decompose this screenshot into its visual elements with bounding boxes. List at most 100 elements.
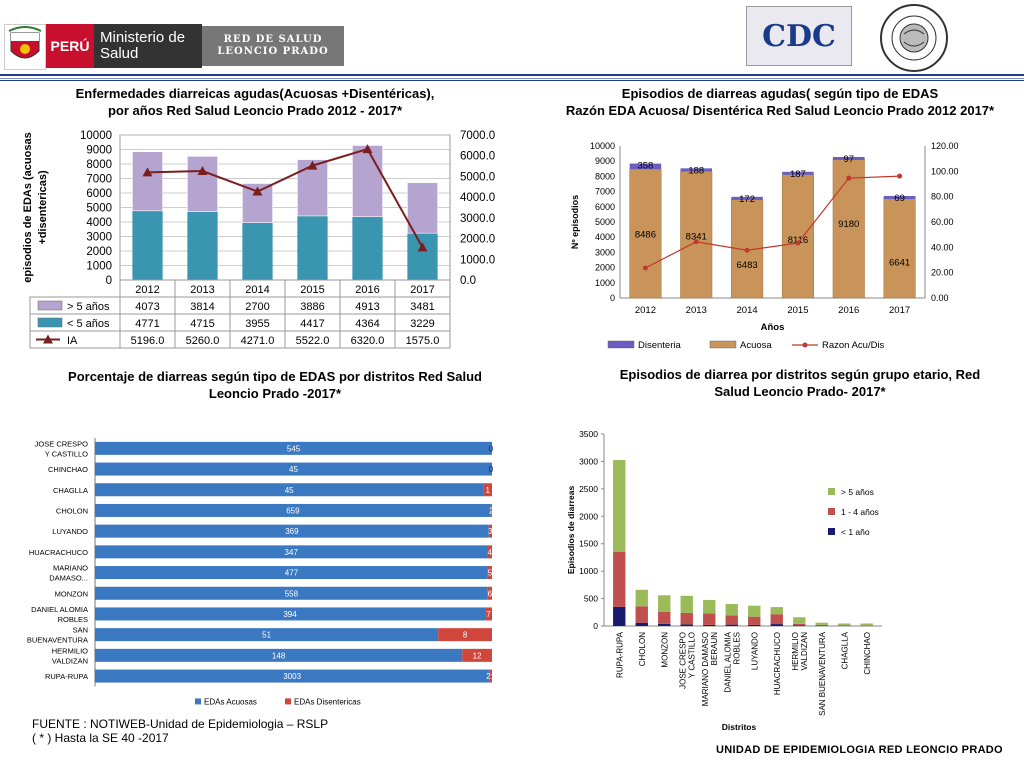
chart1-bar-over5: [407, 182, 438, 234]
chart2-legend-swatch: [607, 340, 635, 349]
chart4-category-label: ROBLES: [732, 632, 741, 664]
source-line2: ( * ) Hasta la SE 40 -2017: [32, 731, 169, 745]
chart4-bar-2: [658, 595, 671, 612]
unit-label: UNIDAD DE EPIDEMIOLOGIA RED LEONCIO PRAD…: [716, 744, 1003, 756]
chart2-ratio-line: [645, 175, 900, 269]
network-label-line1: RED DE SALUD: [223, 34, 323, 45]
chart4-legend-swatch: [828, 488, 835, 495]
cdc-logo: CDC: [746, 6, 852, 66]
chart1-y-tick: 4000: [86, 217, 112, 229]
chart2-y-tick: 9000: [595, 156, 615, 166]
network-label: RED DE SALUD LEONCIO PRADO: [202, 26, 344, 66]
chart1-title: Enfermedades diarreicas agudas(Acuosas +…: [40, 85, 470, 119]
chart1-y2-tick: 6000.0: [460, 151, 495, 163]
chart1-bar-over5: [187, 156, 218, 212]
chart4-category-label: RUPA-RUPA: [615, 631, 624, 678]
chart1-bar-under5: [132, 210, 163, 280]
chart2-y-tick: 6000: [595, 202, 615, 212]
chart4-category-label: JOSE CRESPO: [678, 632, 687, 689]
chart2-bar-acuosa: [680, 170, 713, 299]
chart1-ia-marker: [252, 186, 263, 196]
chart1-table-value: 5522.0: [296, 335, 330, 347]
chart4-category-label: BERAUN: [710, 632, 719, 666]
chart2-ratio-marker: [744, 247, 750, 253]
chart4-legend-label: < 1 año: [841, 527, 870, 537]
chart2-label-acuosa: 6483: [737, 260, 758, 271]
chart1-svg: 0 1000 2000 3000 4000 5000 6000 7000 8000 9000 100…: [22, 130, 495, 349]
chart2-bar-disenteria: [883, 196, 916, 200]
chart4-category-label: LUYANDO: [750, 632, 759, 670]
chart1-ia-line: [147, 147, 424, 248]
chart2-title-line2: Razón EDA Acuosa/ Disentérica Red Salud …: [565, 103, 995, 118]
chart3-label-acuosas: 45: [289, 465, 298, 474]
chart1-table-value: 6320.0: [351, 335, 385, 347]
chart4-category-label: DANIEL ALOMIA: [723, 631, 732, 692]
chart1-y-tick: 9000: [86, 145, 112, 157]
chart1-y-tick: 5000: [86, 203, 112, 215]
chart2-y-tick: 5000: [595, 217, 615, 227]
chart4-bar-1: [793, 623, 806, 626]
chart4-bar-2: [838, 623, 851, 626]
chart2-ratio-marker: [897, 173, 903, 179]
chart1-category-label: 2015: [300, 284, 324, 296]
chart3-bar-acuosas: [95, 586, 488, 600]
chart1-y-tick: 1000: [86, 261, 112, 273]
chart2-y2-tick: 120.00: [931, 141, 959, 151]
chart2-label-disenteria: 97: [843, 154, 854, 165]
chart1-y-tick: 3000: [86, 232, 112, 244]
chart2-y2-tick: 0.00: [931, 293, 949, 303]
chart2-y-tick: 1000: [595, 278, 615, 288]
chart3-category-label: MONZON: [55, 589, 88, 598]
chart3-label-disentericas: 0: [489, 444, 494, 453]
chart1-ia-marker: [142, 167, 153, 177]
chart3-label-acuosas: 659: [286, 506, 300, 515]
chart3-category-label: LUYANDO: [52, 527, 88, 536]
ministry-logo: PERÚ Ministerio de Salud RED DE SALUD LE…: [4, 24, 346, 70]
chart4-bar-0: [793, 625, 806, 626]
chart4-ylabel: Episodios de diarreas: [566, 486, 576, 575]
peru-label: PERÚ: [46, 24, 94, 68]
chart4-legend-label: > 5 años: [841, 487, 874, 497]
chart1-table-value: 1575.0: [406, 335, 440, 347]
chart2-title-line1: Episodios de diarreas agudas( según tipo…: [621, 86, 939, 101]
header-rule-thin: [0, 78, 1024, 79]
chart3-label-disentericas: 2: [489, 506, 494, 515]
chart3-legend-label: EDAs Disentericas: [294, 697, 361, 706]
chart3-legend-label: EDAs Acuosas: [204, 697, 257, 706]
chart1-table-value: 3955: [245, 318, 269, 330]
chart3-category-label: Y CASTILLO: [45, 449, 88, 458]
chart2-y2-tick: 40.00: [931, 242, 954, 252]
chart2-category-label: 2013: [686, 305, 707, 316]
chart3-label-acuosas: 148: [272, 651, 286, 660]
chart2-y-tick: 10000: [590, 141, 615, 151]
chart4-category-label: CHOLON: [638, 632, 647, 666]
chart3-title-line2: Leoncio Prado -2017*: [208, 386, 342, 401]
chart4-bar-2: [770, 607, 783, 615]
chart1-y2-tick: 4000.0: [460, 192, 495, 204]
chart4-bar-1: [725, 615, 738, 625]
chart1-table-value: 4913: [355, 301, 379, 313]
chart3-bar-acuosas: [95, 566, 488, 580]
chart2-label-disenteria: 69: [894, 193, 905, 204]
chart2-y2-tick: 80.00: [931, 192, 954, 202]
chart2-bar-disenteria: [731, 196, 763, 200]
chart1-table-value: 5196.0: [131, 335, 165, 347]
chart3-bar-disentericas: [489, 669, 492, 683]
epidemiology-seal-icon: [880, 4, 948, 72]
chart4-bar-2: [703, 599, 716, 614]
chart4-bar-2: [725, 604, 738, 616]
chart1-table-value: 3886: [300, 301, 324, 313]
chart1-bar-under5: [407, 233, 438, 280]
chart4-bar-1: [680, 612, 693, 625]
chart2-label-acuosa: 8486: [635, 229, 656, 240]
chart1-table-cell: [394, 330, 451, 349]
chart3-legend-swatch: [285, 698, 291, 705]
chart3-category-label: HUACRACHUCO: [29, 548, 88, 557]
chart1-legend-label: IA: [67, 335, 78, 347]
chart2-legend-marker: [802, 342, 808, 348]
network-label-line2: LEONCIO PRADO: [217, 46, 329, 57]
chart3-category-label: HERMILIO: [52, 646, 88, 655]
chart3-legend-swatch: [195, 698, 201, 705]
chart1-category-label: 2016: [355, 284, 379, 296]
